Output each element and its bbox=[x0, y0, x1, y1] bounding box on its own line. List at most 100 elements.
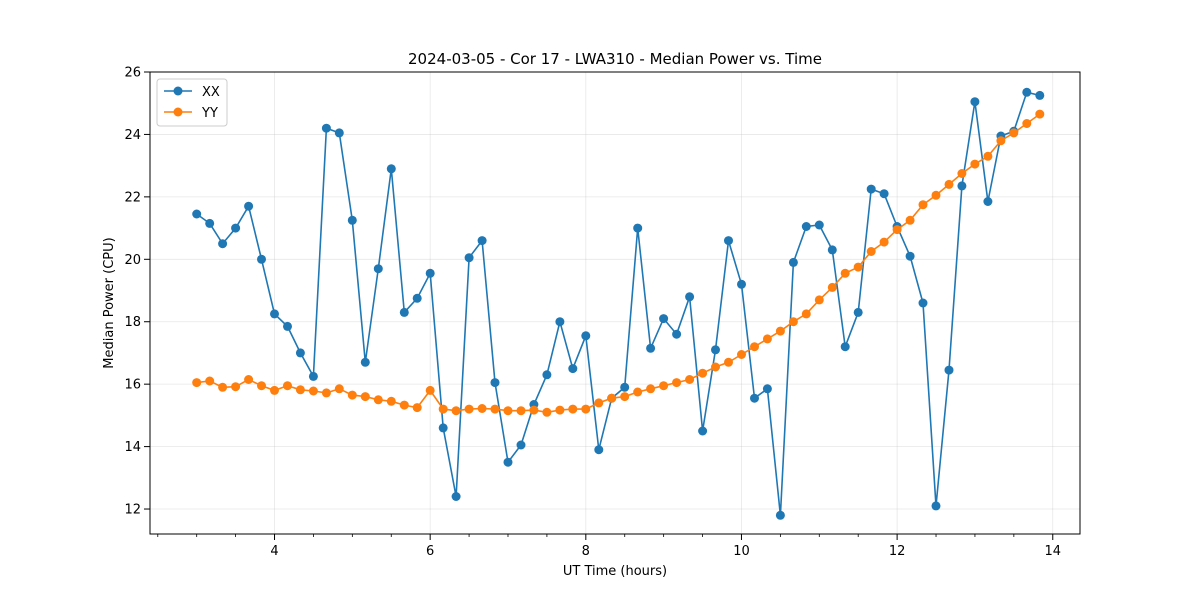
y-tick-label: 26 bbox=[124, 66, 141, 81]
data-point-yy bbox=[905, 215, 915, 225]
data-point-yy bbox=[438, 404, 448, 414]
data-point-xx bbox=[321, 123, 331, 133]
data-point-yy bbox=[542, 407, 552, 417]
data-point-xx bbox=[257, 254, 266, 264]
data-point-xx bbox=[685, 292, 695, 302]
data-point-yy bbox=[685, 375, 695, 384]
data-point-xx bbox=[231, 223, 241, 233]
data-point-yy bbox=[957, 169, 967, 178]
data-point-yy bbox=[205, 376, 215, 386]
data-point-yy bbox=[270, 385, 279, 395]
data-point-xx bbox=[270, 309, 279, 319]
data-point-xx bbox=[205, 218, 215, 228]
data-point-xx bbox=[1022, 87, 1032, 97]
x-tick-label: 14 bbox=[1044, 544, 1061, 559]
data-point-yy bbox=[711, 362, 720, 372]
data-point-yy bbox=[451, 406, 461, 416]
data-point-yy bbox=[879, 237, 889, 247]
legend-label-yy: YY bbox=[201, 106, 218, 121]
x-tick-label: 6 bbox=[426, 544, 434, 559]
data-point-yy bbox=[866, 247, 876, 256]
data-point-yy bbox=[1009, 128, 1019, 138]
data-point-yy bbox=[477, 404, 487, 413]
data-point-xx bbox=[737, 279, 746, 289]
data-point-xx bbox=[672, 329, 682, 339]
y-tick-label: 16 bbox=[124, 378, 141, 393]
data-point-xx bbox=[464, 253, 474, 263]
data-point-yy bbox=[360, 392, 370, 402]
data-point-xx bbox=[425, 268, 435, 278]
x-tick-label: 4 bbox=[270, 544, 278, 559]
data-point-yy bbox=[775, 326, 785, 336]
data-point-yy bbox=[257, 381, 266, 391]
data-point-xx bbox=[555, 317, 565, 327]
data-point-xx bbox=[646, 343, 656, 353]
data-point-xx bbox=[698, 426, 708, 436]
data-point-xx bbox=[620, 382, 630, 392]
data-point-yy bbox=[568, 404, 578, 414]
data-point-yy bbox=[737, 350, 746, 359]
data-point-yy bbox=[996, 136, 1006, 146]
data-point-xx bbox=[295, 348, 305, 358]
data-point-xx bbox=[503, 457, 513, 467]
data-point-xx bbox=[724, 236, 733, 246]
data-point-yy bbox=[283, 381, 292, 391]
data-point-yy bbox=[607, 393, 617, 403]
data-point-yy bbox=[516, 406, 526, 416]
data-point-yy bbox=[814, 295, 824, 305]
y-tick-label: 24 bbox=[124, 128, 141, 143]
data-point-xx bbox=[516, 440, 526, 450]
x-tick-label: 10 bbox=[733, 544, 750, 559]
legend: XX YY bbox=[156, 78, 228, 127]
legend-marker-xx bbox=[173, 86, 183, 96]
data-point-xx bbox=[853, 307, 863, 317]
data-point-xx bbox=[983, 197, 993, 206]
data-point-xx bbox=[451, 492, 461, 501]
data-point-xx bbox=[750, 393, 759, 403]
data-point-yy bbox=[244, 375, 254, 384]
data-point-xx bbox=[360, 357, 370, 367]
data-point-yy bbox=[788, 317, 798, 327]
data-point-yy bbox=[918, 200, 928, 210]
data-point-xx bbox=[905, 251, 915, 261]
data-point-xx bbox=[931, 501, 941, 511]
data-point-xx bbox=[542, 370, 552, 380]
data-point-xx bbox=[334, 128, 344, 138]
data-point-yy bbox=[633, 387, 643, 397]
data-point-xx bbox=[438, 423, 448, 433]
data-point-xx bbox=[633, 223, 643, 233]
data-point-xx bbox=[347, 215, 357, 225]
data-point-xx bbox=[711, 345, 720, 355]
y-tick-label: 20 bbox=[124, 253, 141, 268]
data-point-xx bbox=[477, 236, 487, 246]
data-point-yy bbox=[192, 378, 202, 388]
data-point-xx bbox=[373, 264, 383, 274]
data-point-yy bbox=[698, 368, 708, 378]
data-point-yy bbox=[464, 404, 474, 414]
data-point-yy bbox=[1035, 109, 1045, 119]
data-point-yy bbox=[750, 342, 759, 352]
data-point-xx bbox=[490, 378, 500, 388]
data-point-yy bbox=[724, 357, 733, 367]
x-tick-label: 12 bbox=[889, 544, 906, 559]
data-point-xx bbox=[866, 184, 876, 194]
data-point-xx bbox=[970, 97, 980, 107]
data-point-yy bbox=[620, 392, 630, 402]
data-point-xx bbox=[957, 181, 967, 191]
data-point-xx bbox=[814, 220, 824, 230]
data-point-xx bbox=[568, 364, 578, 374]
data-point-xx bbox=[399, 307, 409, 317]
data-point-xx bbox=[918, 298, 928, 308]
data-point-yy bbox=[840, 268, 850, 278]
data-point-xx bbox=[594, 445, 604, 455]
y-tick-label: 18 bbox=[124, 315, 141, 330]
data-point-xx bbox=[840, 342, 850, 352]
y-axis-label: Median Power (CPU) bbox=[102, 237, 117, 368]
data-point-xx bbox=[659, 314, 669, 324]
data-point-yy bbox=[490, 404, 500, 414]
data-point-xx bbox=[827, 245, 837, 255]
y-tick-label: 12 bbox=[124, 503, 141, 518]
data-point-yy bbox=[801, 309, 811, 319]
axis-ticks: 4 6 8 10 12 14 12 14 16 18 20 22 24 26 bbox=[124, 66, 1061, 560]
